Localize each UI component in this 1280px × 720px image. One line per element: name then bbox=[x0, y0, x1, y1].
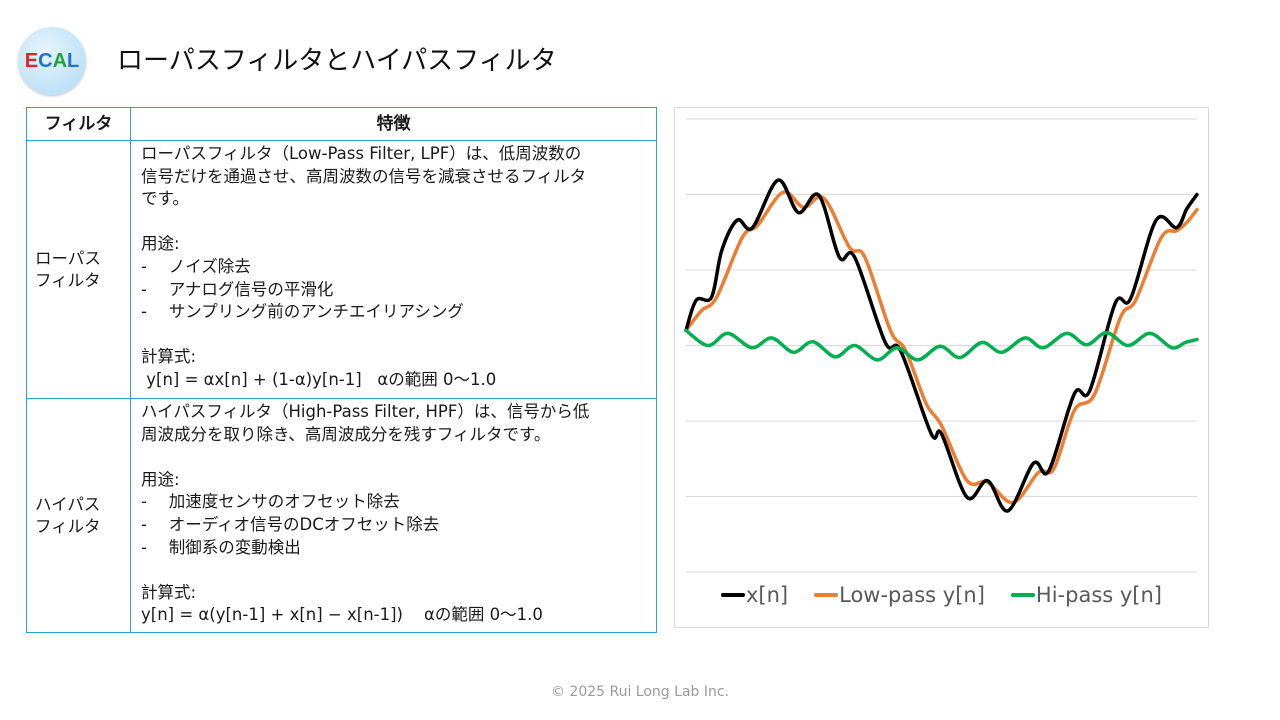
table-row: ローパス フィルタ ローパスフィルタ（Low-Pass Filter, LPF）… bbox=[26, 140, 657, 399]
chart-legend: x[n] Low-pass y[n] Hi-pass y[n] bbox=[675, 583, 1208, 607]
slide-title: ローパスフィルタとハイパスフィルタ bbox=[117, 46, 557, 76]
series-line-low-pass-y-n bbox=[684, 190, 1199, 505]
legend-swatch bbox=[1010, 593, 1035, 597]
legend-swatch bbox=[720, 593, 745, 597]
legend-label: x[n] bbox=[745, 583, 789, 607]
logo-letter: L bbox=[67, 49, 80, 72]
column-header-features: 特徴 bbox=[130, 107, 657, 141]
copyright-footer: © 2025 Rui Long Lab Inc. bbox=[550, 684, 730, 700]
filter-table: フィルタ 特徴 ローパス フィルタ ローパスフィルタ（Low-Pass Filt… bbox=[26, 107, 657, 633]
legend-item-hipass: Hi-pass y[n] bbox=[1010, 583, 1163, 607]
filter-name-highpass: ハイパス フィルタ bbox=[26, 398, 131, 633]
legend-item-x: x[n] bbox=[720, 583, 789, 607]
logo-letter: C bbox=[38, 49, 53, 72]
logo-letter: E bbox=[24, 49, 39, 72]
filter-description-highpass: ハイパスフィルタ（High-Pass Filter, HPF）は、信号から低 周… bbox=[130, 398, 657, 633]
series-line-hi-pass-y-n bbox=[684, 328, 1199, 362]
table-row: ハイパス フィルタ ハイパスフィルタ（High-Pass Filter, HPF… bbox=[26, 398, 657, 633]
legend-label: Hi-pass y[n] bbox=[1035, 583, 1163, 607]
filter-description-lowpass: ローパスフィルタ（Low-Pass Filter, LPF）は、低周波数の 信号… bbox=[130, 140, 657, 399]
legend-swatch bbox=[814, 593, 839, 597]
filter-chart: x[n] Low-pass y[n] Hi-pass y[n] bbox=[674, 107, 1209, 628]
legend-item-lowpass: Low-pass y[n] bbox=[814, 583, 985, 607]
logo-letter: A bbox=[52, 49, 68, 72]
legend-label: Low-pass y[n] bbox=[839, 583, 985, 607]
series-line-x-n bbox=[684, 178, 1199, 513]
filter-name-lowpass: ローパス フィルタ bbox=[26, 140, 131, 399]
